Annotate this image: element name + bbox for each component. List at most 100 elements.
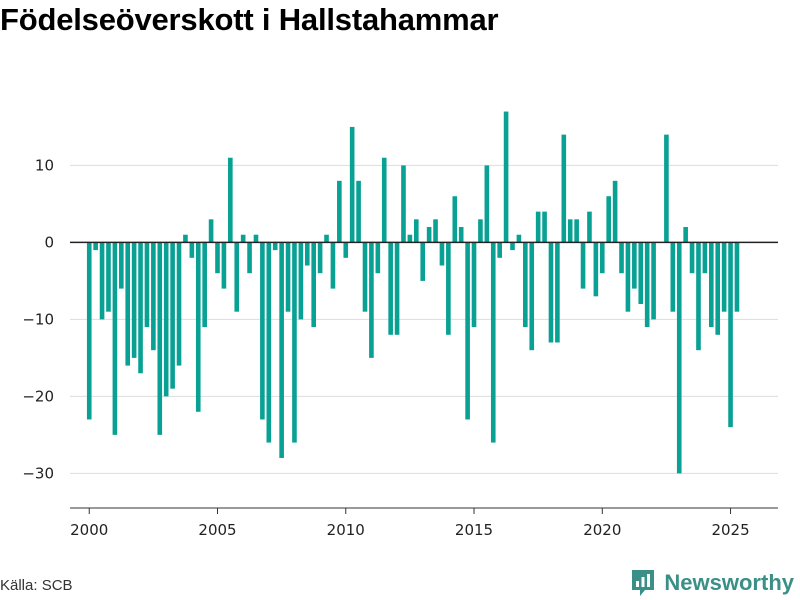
bar: [625, 242, 631, 312]
bar: [228, 157, 233, 243]
brand-logo: Newsworthy: [630, 568, 794, 598]
y-tick-label: −10: [22, 310, 54, 328]
bar: [131, 242, 137, 358]
bar: [523, 242, 528, 328]
bar: [638, 242, 644, 304]
bar: [311, 242, 317, 328]
bar: [651, 242, 656, 320]
bar: [388, 242, 393, 335]
bar: [676, 242, 682, 474]
bar: [446, 242, 451, 335]
bar: [612, 180, 618, 243]
bar: [561, 134, 567, 243]
bar: [298, 242, 304, 320]
bar: [567, 219, 573, 243]
bar: [240, 234, 246, 243]
bar: [247, 242, 252, 274]
bar: [106, 242, 111, 312]
bar: [266, 242, 272, 443]
bar: [93, 242, 98, 251]
bar: [330, 242, 336, 289]
bar: [721, 242, 727, 312]
bar: [170, 242, 175, 389]
bar: [163, 242, 169, 397]
bar: [728, 242, 733, 428]
bar: [465, 242, 470, 420]
bar: [234, 242, 240, 312]
bar: [324, 234, 329, 243]
bar: [112, 242, 118, 435]
bar: [362, 242, 368, 312]
y-tick-label: −20: [22, 387, 54, 405]
bar: [433, 219, 438, 243]
bar: [343, 242, 349, 258]
bar: [195, 242, 201, 412]
bar: [503, 111, 509, 243]
bar: [202, 242, 207, 328]
bar: [356, 180, 361, 243]
x-tick-label: 2010: [327, 521, 365, 539]
bar: [734, 242, 740, 312]
bar: [208, 219, 214, 243]
bar: [183, 234, 188, 243]
bar: [548, 242, 554, 343]
bar: [619, 242, 624, 274]
bar: [215, 242, 220, 274]
bar: [510, 242, 515, 251]
bar: [670, 242, 676, 312]
bar: [381, 157, 387, 243]
source-note: Källa: SCB: [0, 577, 73, 594]
bar: [260, 242, 265, 420]
bar: [587, 211, 592, 243]
bar: [555, 242, 560, 343]
x-tick-label: 2020: [583, 521, 621, 539]
bar: [157, 242, 163, 435]
bar: [420, 242, 426, 281]
bar: [86, 242, 92, 420]
bar: [144, 242, 150, 328]
brand-name: Newsworthy: [664, 570, 794, 595]
bar: [542, 211, 547, 243]
bar: [369, 242, 374, 358]
bar: [702, 242, 708, 274]
bar: [426, 227, 432, 243]
bar: [529, 242, 535, 351]
bar: [490, 242, 496, 443]
bar: [632, 242, 637, 289]
bar: [471, 242, 477, 328]
bar: [176, 242, 182, 366]
bar: [253, 234, 259, 243]
bar: [606, 196, 612, 243]
bar: [580, 242, 586, 289]
bar: [401, 165, 406, 243]
y-tick-label: 0: [44, 233, 54, 251]
bar: [413, 219, 419, 243]
bar: [593, 242, 599, 297]
bar: [599, 242, 605, 274]
bar: [683, 227, 688, 243]
bar: [272, 242, 278, 251]
bar: [151, 242, 156, 351]
bar: [317, 242, 323, 274]
chart-title: Födelseöverskott i Hallstahammar: [0, 2, 499, 37]
y-tick-label: −30: [22, 464, 54, 482]
bar: [696, 242, 701, 351]
bar: [279, 242, 284, 458]
x-tick-label: 2015: [455, 521, 493, 539]
bar: [478, 219, 483, 243]
bar: [138, 242, 143, 374]
bar: [221, 242, 227, 289]
bar: [407, 234, 413, 243]
bar: [452, 196, 458, 243]
bar: [484, 165, 490, 243]
bar: [664, 134, 669, 243]
bar: [708, 242, 714, 328]
bar: [285, 242, 291, 312]
bar: [644, 242, 650, 328]
bar: [458, 227, 464, 243]
x-tick-label: 2005: [198, 521, 236, 539]
bar: [394, 242, 400, 335]
newsworthy-icon: [632, 570, 655, 596]
bar: [689, 242, 695, 274]
